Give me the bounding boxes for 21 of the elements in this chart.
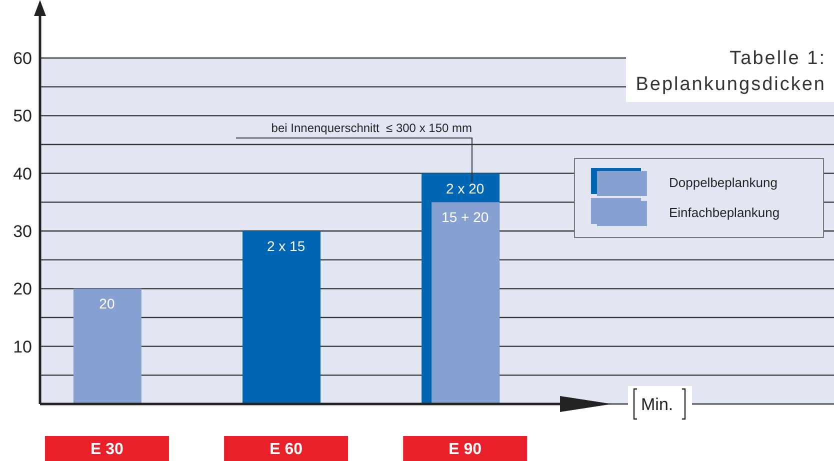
text: Tabelle 1: Beplankungsdicken xyxy=(636,47,826,97)
x-tick-label: E 60 xyxy=(270,441,303,458)
y-tick-label: 40 xyxy=(13,164,32,184)
annotation: 2 x 15 xyxy=(266,238,306,254)
y-tick-label: 50 xyxy=(13,106,32,126)
legend-label: Einfachbeplankung xyxy=(669,204,780,220)
annotation: 2 x 20 xyxy=(446,180,484,196)
bar xyxy=(242,231,321,404)
legend-label: Doppelbeplankung xyxy=(669,174,778,190)
x-tick-label: E 90 xyxy=(448,441,482,458)
x-axis-title: Min. xyxy=(641,395,674,414)
annotation: 20 xyxy=(99,296,115,312)
annotation: bei Innenquerschnitt ≤ 300 x 150 mm xyxy=(271,121,472,135)
y-tick-label: 10 xyxy=(13,337,32,356)
bar xyxy=(432,202,500,404)
x-tick-label: E 30 xyxy=(90,441,124,458)
y-tick-label: 20 xyxy=(13,280,32,299)
bar xyxy=(73,288,142,404)
y-tick-label: 30 xyxy=(13,222,32,242)
y-tick-label: 60 xyxy=(13,49,32,68)
annotation: 15 + 20 xyxy=(442,209,489,226)
